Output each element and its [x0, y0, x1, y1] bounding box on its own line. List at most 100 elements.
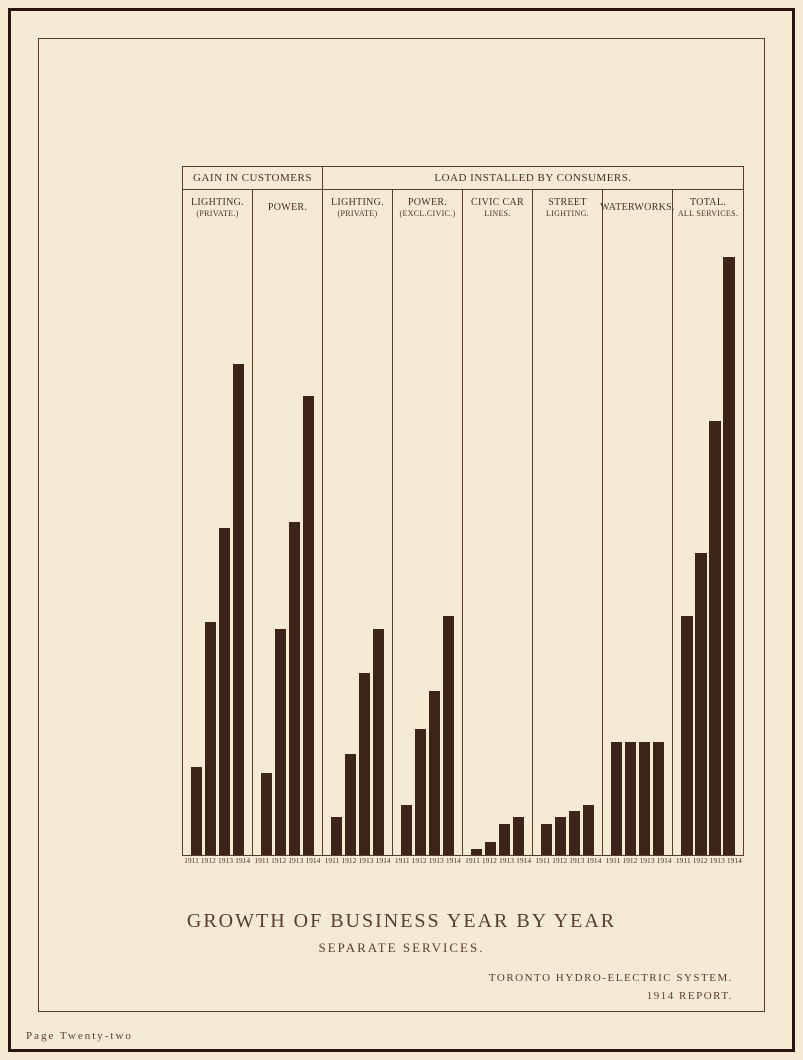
panel-0 [183, 226, 253, 855]
panel-label: POWER. [408, 197, 447, 209]
xlabel-group-2: 1911191219131914 [323, 856, 393, 870]
year-label: 1913 [499, 856, 514, 870]
year-label: 1914 [446, 856, 461, 870]
panel-header-5: STREETLIGHTING. [533, 190, 603, 226]
year-label: 1914 [727, 856, 742, 870]
panel-label: TOTAL. [690, 197, 726, 209]
year-label: 1911 [254, 856, 269, 870]
year-label: 1911 [325, 856, 340, 870]
bar-2-1 [345, 754, 356, 855]
year-label: 1914 [376, 856, 391, 870]
source-line-2: 1914 REPORT. [489, 988, 733, 1006]
panel-sublabel: (PRIVATE.) [196, 209, 238, 219]
bar-2-2 [359, 673, 370, 855]
year-label: 1913 [640, 856, 655, 870]
year-label: 1913 [429, 856, 444, 870]
bar-3-0 [401, 805, 412, 855]
year-label: 1912 [622, 856, 637, 870]
xlabel-group-3: 1911191219131914 [393, 856, 463, 870]
bar-6-2 [639, 742, 650, 855]
panel-4 [463, 226, 533, 855]
panel-label: CIVIC CAR [471, 197, 524, 209]
bar-2-3 [373, 629, 384, 855]
bar-7-3 [723, 257, 734, 855]
panel-label: LIGHTING. [191, 197, 244, 209]
panel-header-6: WATERWORKS. [603, 190, 673, 226]
panel-sublabel: LIGHTING. [546, 209, 589, 219]
bar-0-1 [205, 622, 216, 855]
panel-label: POWER. [268, 202, 307, 214]
year-label: 1911 [606, 856, 621, 870]
panel-label: STREET [548, 197, 586, 209]
bar-5-2 [569, 811, 580, 855]
xlabel-group-0: 1911191219131914 [182, 856, 252, 870]
bar-4-1 [485, 842, 496, 855]
header-panels-row: LIGHTING.(PRIVATE.)POWER.LIGHTING.(PRIVA… [182, 190, 744, 226]
xlabel-group-5: 1911191219131914 [533, 856, 603, 870]
bar-1-1 [275, 629, 286, 855]
year-label: 1912 [271, 856, 286, 870]
panel-6 [603, 226, 673, 855]
panel-5 [533, 226, 603, 855]
panel-2 [323, 226, 393, 855]
panel-header-7: TOTAL.ALL SERVICES. [673, 190, 743, 226]
header-groups-row: GAIN IN CUSTOMERSLOAD INSTALLED BY CONSU… [182, 166, 744, 190]
year-label: 1912 [201, 856, 216, 870]
chart: GAIN IN CUSTOMERSLOAD INSTALLED BY CONSU… [182, 166, 744, 871]
panel-header-0: LIGHTING.(PRIVATE.) [183, 190, 253, 226]
year-label: 1911 [676, 856, 691, 870]
year-label: 1913 [569, 856, 584, 870]
bar-6-3 [653, 742, 664, 855]
year-label: 1913 [218, 856, 233, 870]
bar-6-0 [611, 742, 622, 855]
bar-5-0 [541, 824, 552, 855]
bar-4-0 [471, 849, 482, 855]
bar-0-3 [233, 364, 244, 855]
xlabel-group-7: 1911191219131914 [674, 856, 744, 870]
bar-3-3 [443, 616, 454, 855]
header-group-0: GAIN IN CUSTOMERS [183, 167, 323, 189]
year-label: 1914 [657, 856, 672, 870]
bar-0-0 [191, 767, 202, 855]
year-label: 1914 [586, 856, 601, 870]
bar-1-0 [261, 773, 272, 855]
year-label: 1912 [412, 856, 427, 870]
year-label: 1911 [535, 856, 550, 870]
panel-sublabel: (EXCL.CIVIC.) [400, 209, 456, 219]
year-label: 1911 [184, 856, 199, 870]
bar-3-1 [415, 729, 426, 855]
bar-7-1 [695, 553, 706, 855]
panel-sublabel: LINES. [484, 209, 510, 219]
panel-sublabel: ALL SERVICES. [678, 209, 738, 219]
year-label: 1912 [693, 856, 708, 870]
year-label: 1913 [288, 856, 303, 870]
xlabel-group-1: 1911191219131914 [252, 856, 322, 870]
panel-header-1: POWER. [253, 190, 323, 226]
bar-1-2 [289, 522, 300, 855]
bar-5-1 [555, 817, 566, 855]
panel-header-2: LIGHTING.(PRIVATE) [323, 190, 393, 226]
xlabel-group-6: 1911191219131914 [604, 856, 674, 870]
bar-4-2 [499, 824, 510, 855]
plot-area [182, 226, 744, 856]
xlabel-group-4: 1911191219131914 [463, 856, 533, 870]
bar-7-2 [709, 421, 720, 855]
bar-3-2 [429, 691, 440, 855]
bar-4-3 [513, 817, 524, 855]
page-number: Page Twenty-two [26, 1030, 133, 1042]
header-group-1: LOAD INSTALLED BY CONSUMERS. [323, 167, 743, 189]
year-label: 1913 [359, 856, 374, 870]
year-label: 1911 [465, 856, 480, 870]
panel-label: LIGHTING. [331, 197, 384, 209]
source-line-1: TORONTO HYDRO-ELECTRIC SYSTEM. [489, 970, 733, 988]
chart-title: GROWTH OF BUSINESS YEAR BY YEAR [0, 910, 803, 933]
year-label: 1912 [482, 856, 497, 870]
panel-7 [673, 226, 743, 855]
panel-header-4: CIVIC CARLINES. [463, 190, 533, 226]
panel-1 [253, 226, 323, 855]
panel-3 [393, 226, 463, 855]
year-label: 1912 [552, 856, 567, 870]
year-label: 1913 [710, 856, 725, 870]
bar-5-3 [583, 805, 594, 855]
x-axis-labels: 1911191219131914191119121913191419111912… [182, 856, 744, 870]
